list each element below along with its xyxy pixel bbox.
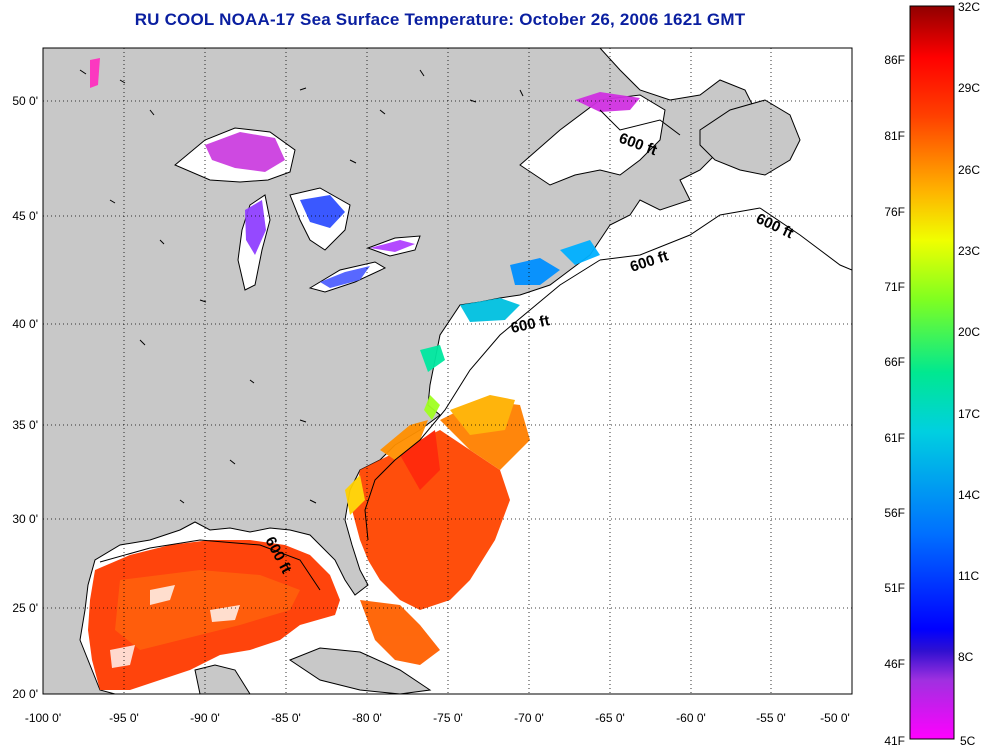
- cb-f-label: 46F: [884, 657, 905, 671]
- colorbar-fahrenheit-labels: 86F 81F 76F 71F 66F 61F 56F 51F 46F 41F: [884, 53, 905, 748]
- cb-c-label: 17C: [958, 407, 980, 421]
- cb-c-label: 29C: [958, 81, 980, 95]
- map-title: RU COOL NOAA-17 Sea Surface Temperature:…: [134, 10, 746, 29]
- cb-f-label: 86F: [884, 53, 905, 67]
- colorbar-celsius-labels: 32C 29C 26C 23C 20C 17C 14C 11C 8C 5C: [958, 0, 980, 748]
- cb-f-label: 41F: [884, 734, 905, 748]
- land-newfoundland: [699, 99, 801, 176]
- lon-tick-label: -75 0': [433, 711, 463, 725]
- lon-tick-label: -80 0': [352, 711, 382, 725]
- lat-tick-label: 20 0': [12, 687, 38, 701]
- cb-f-label: 66F: [884, 355, 905, 369]
- cb-f-label: 51F: [884, 581, 905, 595]
- lon-tick-label: -65 0': [595, 711, 625, 725]
- map-area: 600 ft 600 ft 600 ft 600 ft 600 ft: [43, 48, 852, 694]
- lat-tick-label: 45 0': [12, 209, 38, 223]
- lon-tick-label: -55 0': [756, 711, 786, 725]
- lon-tick-label: -50 0': [820, 711, 850, 725]
- lon-tick-label: -60 0': [676, 711, 706, 725]
- land-cuba: [288, 647, 432, 694]
- map-frame: [42, 47, 853, 695]
- cb-c-label: 20C: [958, 325, 980, 339]
- sst-data: [88, 58, 640, 690]
- cb-c-label: 32C: [958, 0, 980, 14]
- cb-f-label: 76F: [884, 205, 905, 219]
- latitude-axis: 50 0' 45 0' 40 0' 35 0' 30 0' 25 0' 20 0…: [12, 94, 38, 701]
- cb-c-label: 8C: [958, 650, 974, 664]
- cb-f-label: 56F: [884, 506, 905, 520]
- lat-tick-label: 25 0': [12, 601, 38, 615]
- inland-lakes: [79, 69, 524, 504]
- lon-tick-label: -100 0': [25, 711, 61, 725]
- lon-tick-label: -85 0': [271, 711, 301, 725]
- cb-f-label: 81F: [884, 129, 905, 143]
- lon-tick-label: -70 0': [514, 711, 544, 725]
- lat-tick-label: 40 0': [12, 317, 38, 331]
- cb-f-label: 71F: [884, 280, 905, 294]
- cb-c-label: 5C: [960, 734, 976, 748]
- lon-tick-label: -95 0': [109, 711, 139, 725]
- longitude-axis: -100 0' -95 0' -90 0' -85 0' -80 0' -75 …: [25, 711, 850, 725]
- cb-c-label: 23C: [958, 244, 980, 258]
- cb-f-label: 61F: [884, 431, 905, 445]
- colorbar: 86F 81F 76F 71F 66F 61F 56F 51F 46F 41F …: [884, 0, 980, 748]
- graticule: [43, 48, 852, 694]
- colorbar-gradient: [909, 5, 955, 740]
- cb-c-label: 14C: [958, 488, 980, 502]
- land-yucatan: [194, 664, 251, 694]
- lat-tick-label: 35 0': [12, 418, 38, 432]
- lon-tick-label: -90 0': [190, 711, 220, 725]
- cb-c-label: 26C: [958, 163, 980, 177]
- land-north-america: [43, 48, 756, 694]
- cb-c-label: 11C: [958, 569, 979, 583]
- lat-tick-label: 50 0': [12, 94, 38, 108]
- lat-tick-label: 30 0': [12, 512, 38, 526]
